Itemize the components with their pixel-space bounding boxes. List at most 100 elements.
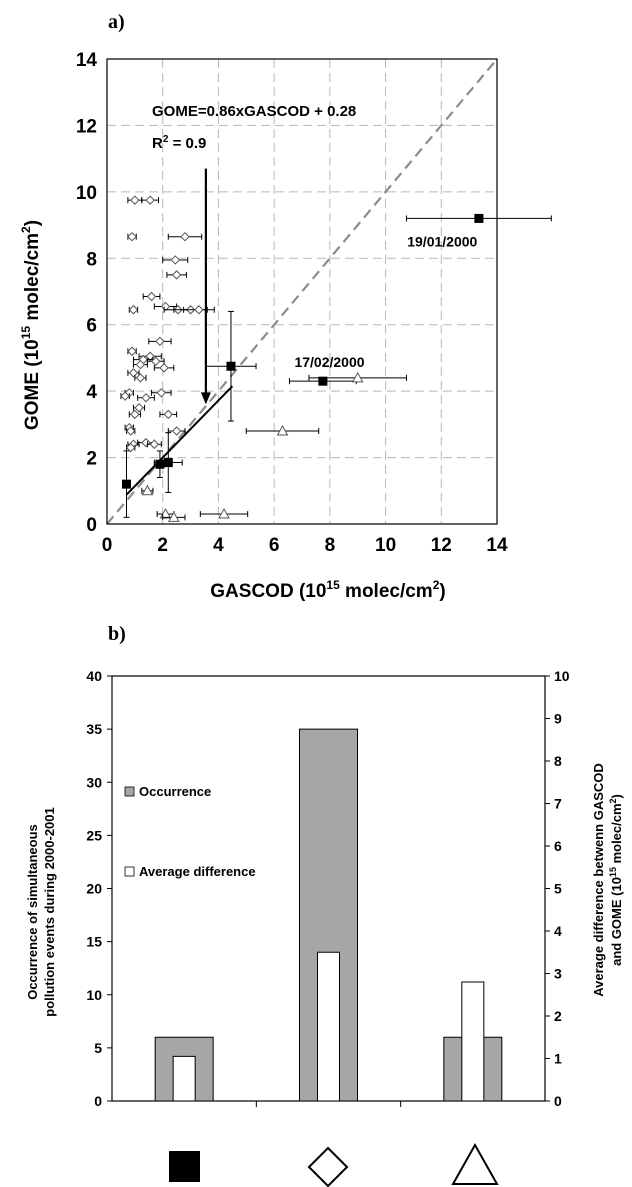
y-tick-label-1: 2 — [86, 449, 97, 470]
data-point-diamond-34 — [125, 442, 136, 453]
data-point-triangle-5 — [218, 508, 230, 519]
y-tick-label-0: 0 — [86, 515, 97, 536]
data-point-square-3 — [226, 361, 236, 371]
regression-fit-line — [125, 385, 234, 496]
panel-b-left-axis-label-line-2: pollution events during 2000-2001 — [42, 807, 57, 1017]
data-point-diamond-29 — [125, 426, 136, 436]
x-label-close: ) — [439, 581, 445, 602]
data-point-diamond-23 — [120, 391, 130, 401]
x-label-square: 2 — [433, 578, 440, 592]
regression-arrow — [200, 168, 211, 405]
x-tick-label-0: 0 — [102, 535, 113, 556]
data-point-diamond-18 — [128, 368, 139, 378]
data-point-square-1 — [155, 459, 165, 469]
one-to-one-dashed-line — [106, 58, 498, 525]
panel-a-x-tick-labels: 0 2 4 6 8 10 12 14 — [102, 535, 508, 556]
occurrence-bar-open-diamond — [299, 728, 358, 1102]
data-point-triangle-4 — [168, 511, 180, 522]
data-point-diamond-16 — [151, 356, 161, 366]
right-label-main: and GOME (10 — [609, 877, 624, 966]
r-squared-symbol: R — [152, 135, 163, 152]
data-point-diamond-8 — [128, 305, 139, 315]
right-tick-label-3: 3 — [554, 966, 562, 982]
panel-a-x-axis-label: GASCOD (1015 molec/cm2) — [210, 578, 445, 602]
right-label-square: 2 — [608, 798, 618, 803]
data-point-diamond-20 — [135, 373, 146, 383]
data-point-diamond-22 — [156, 388, 167, 398]
data-point-diamond-19 — [159, 363, 169, 373]
y-tick-label-2: 4 — [86, 382, 97, 403]
left-tick-label-3: 15 — [86, 934, 102, 950]
y-label-unit: molec/cm — [22, 233, 43, 326]
y-tick-label-3: 6 — [86, 316, 97, 337]
legend-occurrence: Occurrence — [139, 784, 211, 799]
legend-average-difference: Average difference — [139, 864, 256, 879]
panel-a-data-points — [120, 195, 552, 522]
category-open-triangle-icon — [451, 1142, 499, 1185]
x-tick-label-2: 4 — [213, 535, 224, 556]
x-tick-label-1: 2 — [157, 535, 168, 556]
annotation-19-01-2000: 19/01/2000 — [407, 233, 477, 249]
right-label-exponent: 15 — [608, 867, 618, 877]
left-tick-label-1: 5 — [94, 1040, 102, 1056]
data-point-diamond-13 — [127, 346, 137, 356]
panel-a: a) 0 2 4 6 8 10 12 14 0 2 4 6 8 10 12 14 GOME=0.86xGAS… — [19, 11, 552, 602]
left-tick-label-8: 40 — [86, 668, 102, 684]
data-point-diamond-6 — [146, 291, 157, 302]
data-point-diamond-5 — [171, 270, 182, 280]
x-label-main: GASCOD (10 — [210, 581, 326, 602]
panel-a-plot-frame — [106, 58, 498, 525]
data-point-diamond-32 — [149, 439, 160, 449]
panel-b-left-tick-labels: 0 5 10 15 20 25 30 35 40 — [86, 668, 102, 1109]
data-point-diamond-7 — [160, 301, 171, 312]
data-point-square-5 — [474, 213, 484, 223]
y-tick-label-7: 14 — [76, 50, 98, 71]
x-label-exponent: 15 — [326, 578, 340, 592]
x-tick-label-4: 8 — [325, 535, 336, 556]
y-tick-label-5: 10 — [76, 183, 97, 204]
y-tick-label-6: 12 — [76, 116, 97, 137]
left-tick-label-2: 10 — [86, 987, 102, 1003]
one-to-one-line — [106, 58, 498, 525]
data-point-diamond-0 — [130, 195, 140, 205]
panel-b-bars — [154, 728, 503, 1102]
panel-b-right-tick-labels: 0 1 2 3 4 5 6 7 8 9 10 — [554, 668, 570, 1109]
y-label-square: 2 — [19, 226, 33, 233]
legend-swatch-occurrence — [124, 786, 135, 797]
r-squared-superscript: 2 — [163, 134, 169, 145]
x-label-unit: molec/cm — [340, 581, 433, 602]
data-point-square-0 — [122, 479, 131, 489]
panel-a-y-tick-labels: 0 2 4 6 8 10 12 14 — [76, 50, 98, 536]
average-difference-bar-open-triangle — [461, 981, 485, 1102]
panel-a-axes-frame — [106, 58, 498, 525]
right-tick-label-4: 4 — [554, 923, 562, 939]
average-difference-bar-open-diamond — [317, 951, 340, 1102]
y-tick-label-4: 8 — [86, 249, 97, 270]
panel-b-right-axis-label-line-1: Average difference betwenn GASCOD — [591, 763, 606, 997]
arrow-head — [200, 392, 211, 405]
y-label-close: ) — [22, 220, 43, 226]
data-point-diamond-25 — [134, 403, 144, 413]
r-squared-label: R2 = 0.9 — [152, 134, 206, 152]
regression-equation: GOME=0.86xGASCOD + 0.28 — [152, 103, 356, 120]
average-difference-bar-filled-square — [172, 1055, 196, 1102]
annotation-17-02-2000: 17/02/2000 — [294, 354, 364, 370]
x-tick-label-3: 6 — [269, 535, 280, 556]
data-point-diamond-1 — [145, 195, 155, 205]
right-tick-label-7: 7 — [554, 796, 562, 812]
data-point-diamond-12 — [155, 336, 165, 347]
panel-a-label: a) — [108, 11, 125, 33]
panel-b-left-axis-label-line-1: Occurrence of simultaneous — [25, 824, 40, 1000]
right-tick-label-0: 0 — [554, 1093, 562, 1109]
data-point-triangle-1 — [276, 424, 289, 436]
y-label-exponent: 15 — [19, 326, 33, 340]
category-open-diamond-icon — [307, 1146, 349, 1187]
regression-line — [125, 385, 234, 496]
data-point-diamond-11 — [194, 305, 204, 315]
data-point-square-2 — [163, 458, 173, 468]
right-label-unit: molec/cm — [609, 803, 624, 867]
right-tick-label-8: 8 — [554, 753, 562, 769]
right-tick-label-6: 6 — [554, 838, 562, 854]
data-point-diamond-2 — [127, 231, 137, 242]
r-squared-value: = 0.9 — [168, 135, 206, 152]
